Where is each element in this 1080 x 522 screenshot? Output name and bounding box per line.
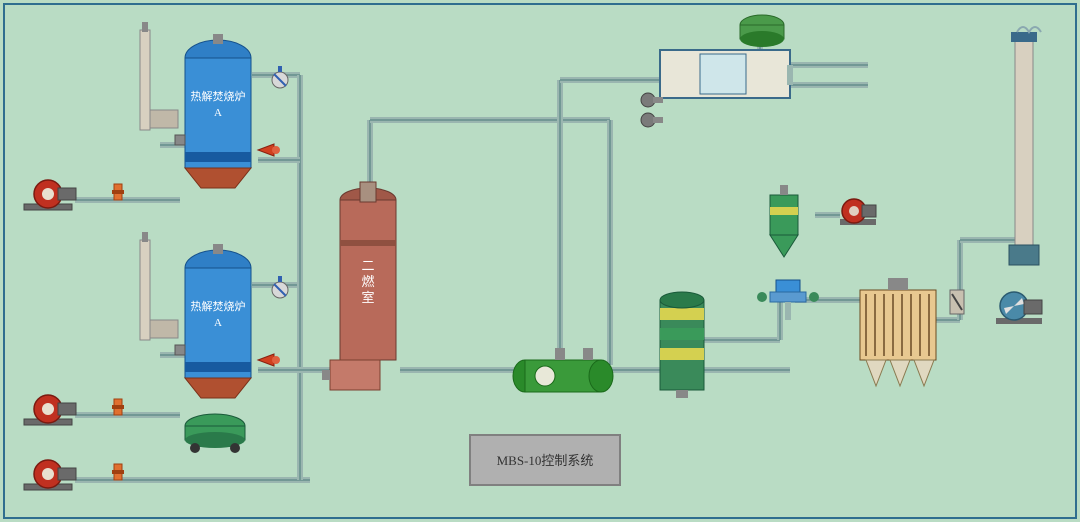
svg-text:燃: 燃 [361,274,374,289]
svg-text:MBS-10控制系统: MBS-10控制系统 [497,453,594,468]
svg-text:A: A [214,107,222,119]
svg-text:室: 室 [361,290,374,305]
svg-text:热解焚烧炉: 热解焚烧炉 [191,89,246,103]
svg-text:热解焚烧炉: 热解焚烧炉 [191,299,246,313]
svg-text:二: 二 [361,258,374,273]
svg-text:A: A [214,317,222,329]
